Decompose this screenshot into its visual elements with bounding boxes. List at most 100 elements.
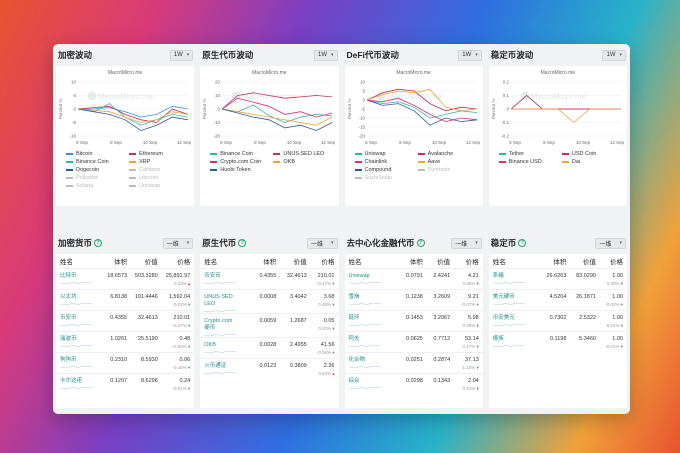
asset-name-cell[interactable]: 阿夫 (344, 330, 400, 352)
legend-item[interactable]: Avalanche (417, 151, 479, 157)
table-row[interactable]: 傣族 0.1198 5.3460 1.00 -0.01% ▾ (488, 330, 627, 352)
legend-item[interactable]: Binance USD (498, 159, 560, 165)
asset-name-link[interactable]: 美元硬币 (492, 293, 515, 300)
period-select[interactable]: 一维 ▾ (451, 237, 482, 249)
asset-name-link[interactable]: 综合 (348, 377, 360, 384)
table-row[interactable]: 比特币 18.6573 503.3280 25,891.97 0.23% ▴ (56, 267, 195, 289)
asset-name-cell[interactable]: 币安美元 (488, 309, 541, 331)
legend-item[interactable]: Huobi Token (210, 167, 271, 173)
asset-name-cell[interactable]: 比特币 (56, 267, 104, 289)
period-select[interactable]: 1W ▾ (458, 49, 482, 61)
asset-name-link[interactable]: 傣族 (492, 335, 504, 342)
asset-name-link[interactable]: Crypto.com 硬币 (204, 317, 233, 331)
asset-name-link[interactable]: 化合物 (348, 356, 366, 363)
asset-name-link[interactable]: 瑞波币 (60, 335, 77, 342)
table-row[interactable]: 币安币 0.4355 32.4613 210.01 -0.47% ▾ (56, 309, 195, 331)
asset-name-link[interactable]: 链环 (348, 314, 360, 321)
asset-name-cell[interactable]: 瑞波币 (56, 330, 104, 352)
asset-name-cell[interactable]: 美元硬币 (488, 288, 541, 310)
asset-name-link[interactable]: 雪崩 (348, 293, 360, 300)
asset-name-link[interactable]: OKB (204, 341, 216, 348)
asset-name-cell[interactable]: 以太坊 (56, 288, 104, 310)
asset-name-cell[interactable]: Uniswap (344, 267, 400, 289)
asset-name-link[interactable]: 阿夫 (348, 335, 360, 342)
legend-item[interactable]: Uniswap (354, 151, 416, 157)
table-row[interactable]: UNUS SED LEO 0.0008 3.4042 3.68 0.48% ▾ (200, 288, 339, 313)
help-icon[interactable]: ? (94, 239, 103, 247)
asset-name-link[interactable]: 狗狗币 (60, 356, 77, 363)
table-row[interactable]: 综合 0.0298 0.1343 2.04 0.14% ▾ (344, 372, 483, 394)
asset-name-cell[interactable]: 卡尔达诺 (56, 372, 104, 394)
table-row[interactable]: OKB 0.0028 2.4955 41.56 -0.08% ▾ (200, 336, 339, 358)
legend-item[interactable]: Synthetix (417, 167, 479, 173)
help-icon[interactable]: ? (416, 239, 425, 247)
table-row[interactable]: 以太坊 6.8138 191.4446 1,592.04 -0.02% ▾ (56, 288, 195, 310)
asset-name-cell[interactable]: Crypto.com 硬币 (200, 312, 254, 337)
table-row[interactable]: 系绳 26.6263 83.0290 1.00 0.00% ▾ (488, 267, 627, 289)
asset-name-cell[interactable]: 链环 (344, 309, 400, 331)
asset-name-cell[interactable]: 币安币 (56, 309, 104, 331)
table-row[interactable]: 币安币 0.4355 32.4613 210.01 -0.47% ▾ (200, 267, 339, 289)
legend-item[interactable]: OKB (273, 159, 334, 165)
legend-item[interactable]: Aave (417, 159, 479, 165)
asset-name-cell[interactable]: UNUS SED LEO (200, 288, 254, 313)
asset-name-link[interactable]: 比特币 (60, 272, 77, 279)
legend-item[interactable]: UNUS SED LEO (273, 151, 334, 157)
table-row[interactable]: 阿夫 0.0625 0.7712 53.14 0.17% ▾ (344, 330, 483, 352)
table-row[interactable]: 火币通证 0.0123 0.3809 2.36 0.52% ▴ (200, 357, 339, 379)
legend-item[interactable]: Binance Coin (210, 151, 271, 157)
legend-item[interactable]: USD Coin (561, 151, 623, 157)
asset-name-link[interactable]: 系绳 (492, 272, 504, 279)
asset-name-link[interactable]: 火币通证 (204, 362, 227, 369)
table-row[interactable]: 链环 0.1453 3.2067 5.98 0.35% ▾ (344, 309, 483, 331)
asset-name-cell[interactable]: 火币通证 (200, 357, 254, 379)
legend-item[interactable]: Litecoin (129, 175, 190, 181)
asset-name-link[interactable]: 币安美元 (492, 314, 515, 321)
period-select[interactable]: 一维 ▾ (162, 237, 194, 249)
help-icon[interactable]: ? (518, 239, 527, 247)
asset-name-cell[interactable]: 系绳 (488, 267, 541, 289)
legend-item[interactable]: Dai (561, 159, 623, 165)
legend-item[interactable]: SushiSwap (354, 175, 416, 181)
legend-item[interactable]: Binance Coin (66, 159, 127, 165)
help-icon[interactable]: ? (238, 239, 247, 247)
asset-name-cell[interactable]: 化合物 (344, 351, 400, 373)
legend-item[interactable]: Solana (66, 183, 127, 189)
legend-item[interactable]: Ethereum (129, 151, 190, 157)
table-row[interactable]: 狗狗币 0.2310 8.5930 0.06 -0.16% ▾ (56, 351, 195, 373)
legend-item[interactable]: Uniswap (129, 183, 190, 189)
legend-item[interactable]: Polkadot (66, 175, 127, 181)
period-select[interactable]: 一维 ▾ (306, 237, 338, 249)
period-select[interactable]: 1W ▾ (602, 49, 626, 61)
asset-name-link[interactable]: UNUS SED LEO (204, 293, 233, 307)
table-row[interactable]: 化合物 0.0251 0.2874 37.13 1.10% ▾ (344, 351, 483, 373)
legend-item[interactable]: Chainlink (354, 159, 416, 165)
asset-name-link[interactable]: 币安币 (60, 314, 77, 321)
period-select[interactable]: 1W ▾ (169, 49, 194, 61)
legend-item[interactable]: XRP (129, 159, 190, 165)
table-row[interactable]: 雪崩 0.1238 3.2609 9.21 -0.07% ▾ (344, 288, 483, 310)
asset-name-cell[interactable]: 雪崩 (344, 288, 400, 310)
asset-name-cell[interactable]: 狗狗币 (56, 351, 104, 373)
asset-name-cell[interactable]: OKB (200, 336, 254, 358)
table-row[interactable]: Uniswap 0.0791 2.4241 4.21 0.35% ▾ (344, 267, 483, 289)
asset-name-link[interactable]: 以太坊 (60, 293, 77, 300)
asset-name-link[interactable]: 币安币 (204, 272, 221, 279)
table-row[interactable]: 币安美元 0.7302 2.5322 1.00 -0.01% ▾ (488, 309, 627, 331)
table-row[interactable]: 卡尔达诺 0.1207 8.6296 0.24 -0.61% ▾ (56, 372, 195, 394)
table-row[interactable]: Crypto.com 硬币 0.0059 1.2687 0.05 0.20% ▾ (200, 312, 339, 337)
table-row[interactable]: 瑞波币 1.0261 25.5190 0.48 -0.93% ▾ (56, 330, 195, 352)
asset-name-cell[interactable]: 币安币 (200, 267, 254, 289)
legend-item[interactable]: Cardano (129, 167, 190, 173)
legend-item[interactable]: Compound (354, 167, 416, 173)
asset-name-link[interactable]: Uniswap (348, 272, 370, 279)
legend-item[interactable]: Crypto.com Coin (210, 159, 271, 165)
asset-name-link[interactable]: 卡尔达诺 (60, 377, 83, 384)
legend-item[interactable]: Tether (498, 151, 560, 157)
legend-item[interactable]: Dogecoin (66, 167, 127, 173)
asset-name-cell[interactable]: 综合 (344, 372, 400, 394)
period-select[interactable]: 1W ▾ (313, 49, 338, 61)
period-select[interactable]: 一维 ▾ (595, 237, 626, 249)
asset-name-cell[interactable]: 傣族 (488, 330, 541, 352)
legend-item[interactable]: Bitcoin (66, 151, 127, 157)
